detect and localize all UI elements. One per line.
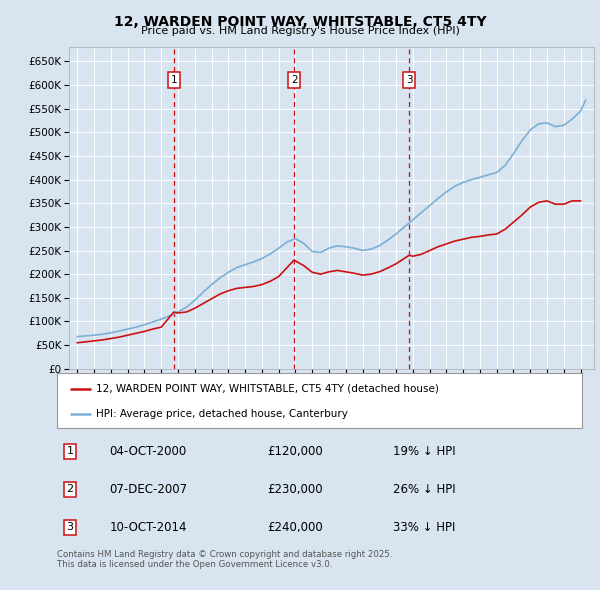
Text: £230,000: £230,000: [267, 483, 323, 496]
Text: 3: 3: [67, 522, 74, 532]
Text: HPI: Average price, detached house, Canterbury: HPI: Average price, detached house, Cant…: [97, 409, 348, 419]
Text: Contains HM Land Registry data © Crown copyright and database right 2025.
This d: Contains HM Land Registry data © Crown c…: [57, 550, 392, 569]
Text: 07-DEC-2007: 07-DEC-2007: [110, 483, 188, 496]
Text: 12, WARDEN POINT WAY, WHITSTABLE, CT5 4TY (detached house): 12, WARDEN POINT WAY, WHITSTABLE, CT5 4T…: [97, 384, 439, 394]
Text: 2: 2: [291, 76, 298, 86]
Text: £240,000: £240,000: [267, 521, 323, 534]
Text: £120,000: £120,000: [267, 445, 323, 458]
Text: 10-OCT-2014: 10-OCT-2014: [110, 521, 187, 534]
Text: 04-OCT-2000: 04-OCT-2000: [110, 445, 187, 458]
Text: 1: 1: [170, 76, 177, 86]
Text: 26% ↓ HPI: 26% ↓ HPI: [393, 483, 455, 496]
Text: Price paid vs. HM Land Registry's House Price Index (HPI): Price paid vs. HM Land Registry's House …: [140, 26, 460, 36]
Text: 3: 3: [406, 76, 412, 86]
Text: 33% ↓ HPI: 33% ↓ HPI: [393, 521, 455, 534]
Text: 19% ↓ HPI: 19% ↓ HPI: [393, 445, 455, 458]
Text: 2: 2: [67, 484, 74, 494]
Text: 12, WARDEN POINT WAY, WHITSTABLE, CT5 4TY: 12, WARDEN POINT WAY, WHITSTABLE, CT5 4T…: [113, 15, 487, 29]
Text: 1: 1: [67, 447, 74, 457]
